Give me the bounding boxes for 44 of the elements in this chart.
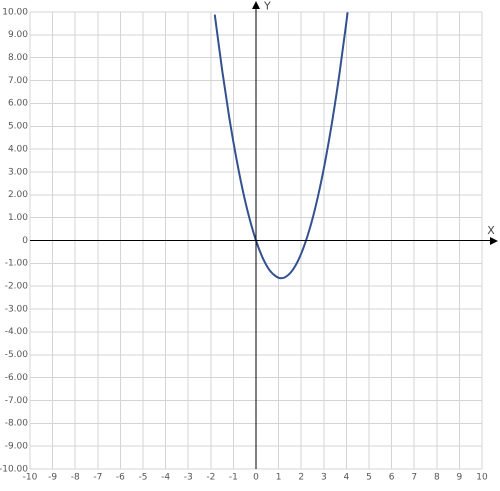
y-tick-label: -6.00 — [4, 372, 28, 383]
x-tick-label: 10 — [476, 472, 488, 483]
x-tick-label: 4 — [344, 472, 350, 483]
y-tick-label: 2.00 — [8, 190, 28, 200]
x-tick-label: 7 — [411, 472, 418, 483]
x-tick-label: -10 — [22, 472, 38, 483]
y-tick-label: -8.00 — [4, 418, 28, 429]
x-tick-label: 3 — [320, 472, 327, 483]
x-tick-label: -2 — [206, 472, 216, 483]
y-tick-label: 5.00 — [8, 122, 28, 132]
x-tick-label: 9 — [456, 472, 463, 483]
y-tick-label: 0 — [22, 236, 28, 246]
x-tick-label: 8 — [434, 472, 440, 483]
line-series — [214, 12, 349, 280]
x-tick-label: 0 — [253, 472, 260, 483]
y-tick-label: 8.00 — [8, 53, 28, 64]
y-tick-label: 9.00 — [8, 30, 28, 40]
y-tick-label: -4.00 — [4, 327, 28, 338]
x-tick-label: 2 — [298, 472, 304, 483]
y-tick-label: -7.00 — [4, 396, 28, 406]
y-tick-label: 1.00 — [8, 212, 28, 223]
x-tick-label: 5 — [366, 472, 372, 483]
x-tick-label: -6 — [116, 472, 126, 483]
y-tick-label: -3.00 — [4, 304, 28, 314]
x-tick-label: -8 — [70, 472, 80, 483]
x-tick-label: 6 — [388, 472, 395, 483]
y-tick-label: 3.00 — [8, 167, 28, 178]
x-tick-label: -4 — [161, 472, 170, 483]
x-tick-label: -7 — [93, 472, 102, 483]
x-tick-label: -1 — [228, 472, 238, 483]
y-axis-title: Y — [263, 0, 271, 12]
y-tick-label: 6.00 — [8, 98, 28, 109]
x-tick-label: -5 — [138, 472, 148, 483]
y-tick-label: 7.00 — [8, 76, 28, 86]
y-tick-label: -1.00 — [4, 258, 28, 269]
y-tick-label: 4.00 — [8, 144, 28, 154]
y-tick-label: 10.00 — [2, 7, 28, 18]
x-tick-label: -9 — [48, 472, 58, 483]
y-tick-label: -9.00 — [4, 441, 28, 452]
y-tick-label: -5.00 — [4, 350, 28, 360]
x-tick-label: 1 — [276, 472, 282, 483]
x-axis-title: X — [487, 224, 496, 237]
x-tick-label: -3 — [184, 472, 193, 483]
y-tick-label: -2.00 — [4, 282, 28, 292]
